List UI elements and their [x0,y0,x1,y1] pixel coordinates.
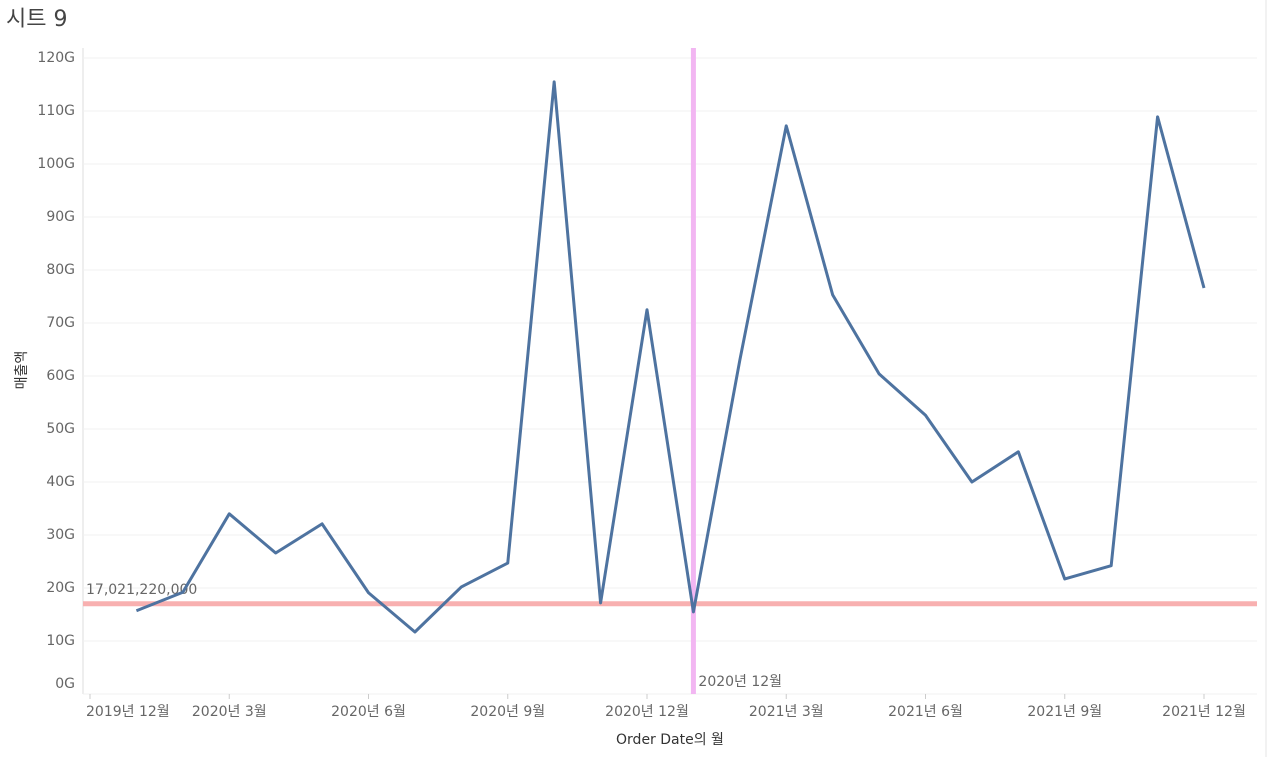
x-tick-label: 2020년 3월 [192,704,267,720]
chart-title: 시트 9 [6,7,67,32]
y-tick-label: 30G [46,527,75,543]
x-tick-label: 2021년 6월 [888,704,963,720]
y-tick-label: 10G [46,633,75,649]
y-tick-label: 100G [37,156,75,172]
reference-label: 2020년 12월 [698,674,782,690]
y-tick-label: 0G [55,676,75,692]
x-tick-label: 2021년 9월 [1027,704,1102,720]
y-tick-label: 50G [46,421,75,437]
x-axis-title: Order Date의 월 [616,732,724,748]
y-tick-label: 60G [46,368,75,384]
x-tick-label: 2021년 3월 [749,704,824,720]
y-axis-title: 매출액 [14,351,30,390]
y-tick-label: 20G [46,580,75,596]
y-tick-label: 70G [46,315,75,331]
x-tick-label: 2021년 12월 [1162,704,1246,720]
reference-label: 17,021,220,000 [86,582,197,598]
y-tick-label: 40G [46,474,75,490]
y-tick-label: 110G [37,103,75,119]
data-line [135,80,1206,634]
y-tick-label: 90G [46,209,75,225]
y-tick-label: 120G [37,50,75,66]
x-tick-label: 2020년 12월 [605,704,689,720]
x-tick-label: 2020년 9월 [470,704,545,720]
y-tick-label: 80G [46,262,75,278]
x-tick-label: 2020년 6월 [331,704,406,720]
x-tick-label: 2019년 12월 [86,704,170,720]
